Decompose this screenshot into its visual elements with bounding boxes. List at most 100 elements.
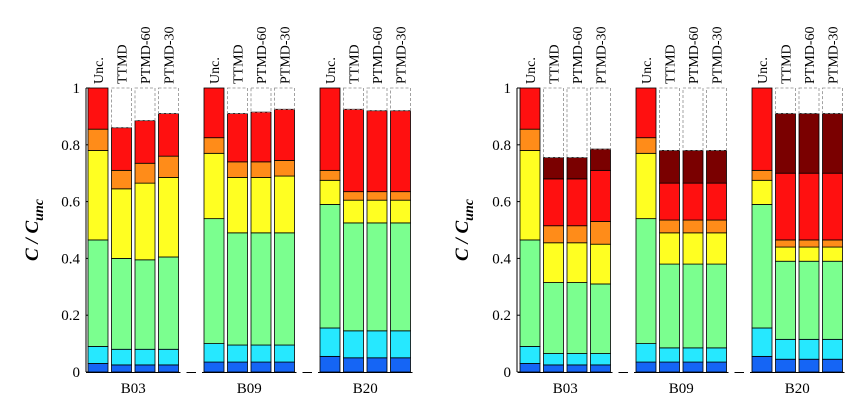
y-tick-label: 0.2	[61, 308, 80, 324]
bar-segment	[635, 152, 657, 220]
bar-segment	[659, 361, 680, 373]
bar-segment	[590, 283, 611, 354]
bar-outline	[543, 87, 564, 158]
bar-segment	[87, 239, 109, 347]
bar-segment	[822, 358, 843, 373]
y-tick-label: 0	[504, 365, 512, 381]
group-label: B09	[669, 381, 694, 397]
bar-segment	[87, 363, 109, 373]
y-tick-label: 0.4	[492, 251, 511, 267]
bar-label: PTMD-60	[139, 26, 154, 84]
bar-segment	[134, 348, 156, 366]
right-chart: 0 0.2 0.4 0.6 0.8 1 C / Cunc B03 Unc. TTMD PTMD-60…	[452, 26, 845, 397]
bar-segment	[227, 232, 248, 346]
bar-segment	[203, 152, 225, 220]
bar-label: PTMD-60	[255, 26, 270, 84]
bar-outline	[134, 87, 156, 122]
bar-segment	[543, 225, 564, 244]
y-tick-label: 0	[73, 365, 81, 381]
bar-segment	[659, 219, 680, 234]
bar-segment	[134, 182, 156, 261]
y-tick-label: 0.4	[61, 251, 80, 267]
bar-outline	[566, 87, 588, 158]
bar-outline	[111, 87, 132, 129]
bar-segment	[566, 282, 588, 354]
bar-segment	[366, 199, 388, 224]
bar-segment	[566, 353, 588, 366]
bar-segment	[682, 232, 704, 265]
bar-segment	[158, 256, 179, 350]
bar-segment	[390, 110, 411, 193]
y-axis-label-subscript: unc	[32, 198, 47, 221]
bar-segment	[111, 257, 132, 350]
bar-segment	[158, 177, 179, 258]
bar-segment	[682, 182, 704, 221]
bar-segment	[366, 110, 388, 193]
y-axis-label: C / Cunc	[22, 198, 47, 261]
bar-segment	[227, 113, 248, 163]
group-label: B20	[353, 381, 378, 397]
bar-segment	[111, 364, 132, 373]
bar-outline	[798, 87, 820, 114]
bar-segment	[274, 108, 295, 161]
group-label: B03	[553, 381, 578, 397]
bar-outline	[659, 87, 680, 151]
bar-label: TTMD	[780, 44, 795, 84]
bar-label: Unc.	[92, 57, 107, 84]
bar-segment	[319, 169, 341, 181]
bar-label: PTMD-30	[827, 26, 842, 84]
bar-segment	[590, 243, 611, 285]
bar-segment	[390, 191, 411, 201]
bar-segment	[274, 232, 295, 346]
bar-segment	[390, 330, 411, 359]
bar-segment	[566, 225, 588, 244]
bar-segment	[635, 343, 657, 363]
bar-segment	[390, 357, 411, 373]
bar-outline	[274, 87, 295, 110]
bar-segment	[798, 239, 820, 248]
bar-segment	[682, 347, 704, 363]
bar-segment	[366, 222, 388, 332]
bar-segment	[751, 355, 773, 373]
bar-segment	[775, 260, 796, 340]
bar-label: PTMD-30	[595, 26, 610, 84]
bar-segment	[775, 239, 796, 248]
bar-segment	[519, 87, 541, 130]
bar-segment	[775, 338, 796, 360]
bar-outline	[706, 87, 727, 151]
bar-segment	[543, 353, 564, 366]
bar-segment	[134, 364, 156, 373]
bar-outline	[682, 87, 704, 151]
bar-segment	[250, 232, 272, 346]
bar-segment	[319, 355, 341, 373]
y-tick-label: 0.6	[492, 195, 511, 211]
bar-segment	[519, 128, 541, 151]
bar-segment	[111, 127, 132, 171]
bar-label: TTMD	[548, 44, 563, 84]
bar-segment	[798, 113, 820, 174]
bar-segment	[798, 172, 820, 241]
y-tick-label: 1	[504, 81, 512, 97]
bar-label: TTMD	[116, 44, 131, 84]
bar-label: PTMD-30	[711, 26, 726, 84]
bar-segment	[822, 239, 843, 248]
bar-segment	[543, 282, 564, 354]
bar-segment	[590, 364, 611, 373]
bar-segment	[822, 246, 843, 262]
bar-segment	[343, 357, 364, 373]
bar-segment	[775, 358, 796, 373]
bar-segment	[274, 160, 295, 177]
bar-segment	[111, 348, 132, 366]
bar-segment	[250, 361, 272, 373]
bar-label: PTMD-30	[395, 26, 410, 84]
bar-outline	[390, 87, 411, 112]
bar-label: PTMD-30	[279, 26, 294, 84]
bar-segment	[659, 263, 680, 349]
bar-segment	[798, 358, 820, 373]
bar-segment	[227, 344, 248, 363]
bar-segment	[590, 148, 611, 171]
bar-label: Unc.	[524, 57, 539, 84]
bar-segment	[390, 222, 411, 332]
bar-segment	[319, 179, 341, 205]
